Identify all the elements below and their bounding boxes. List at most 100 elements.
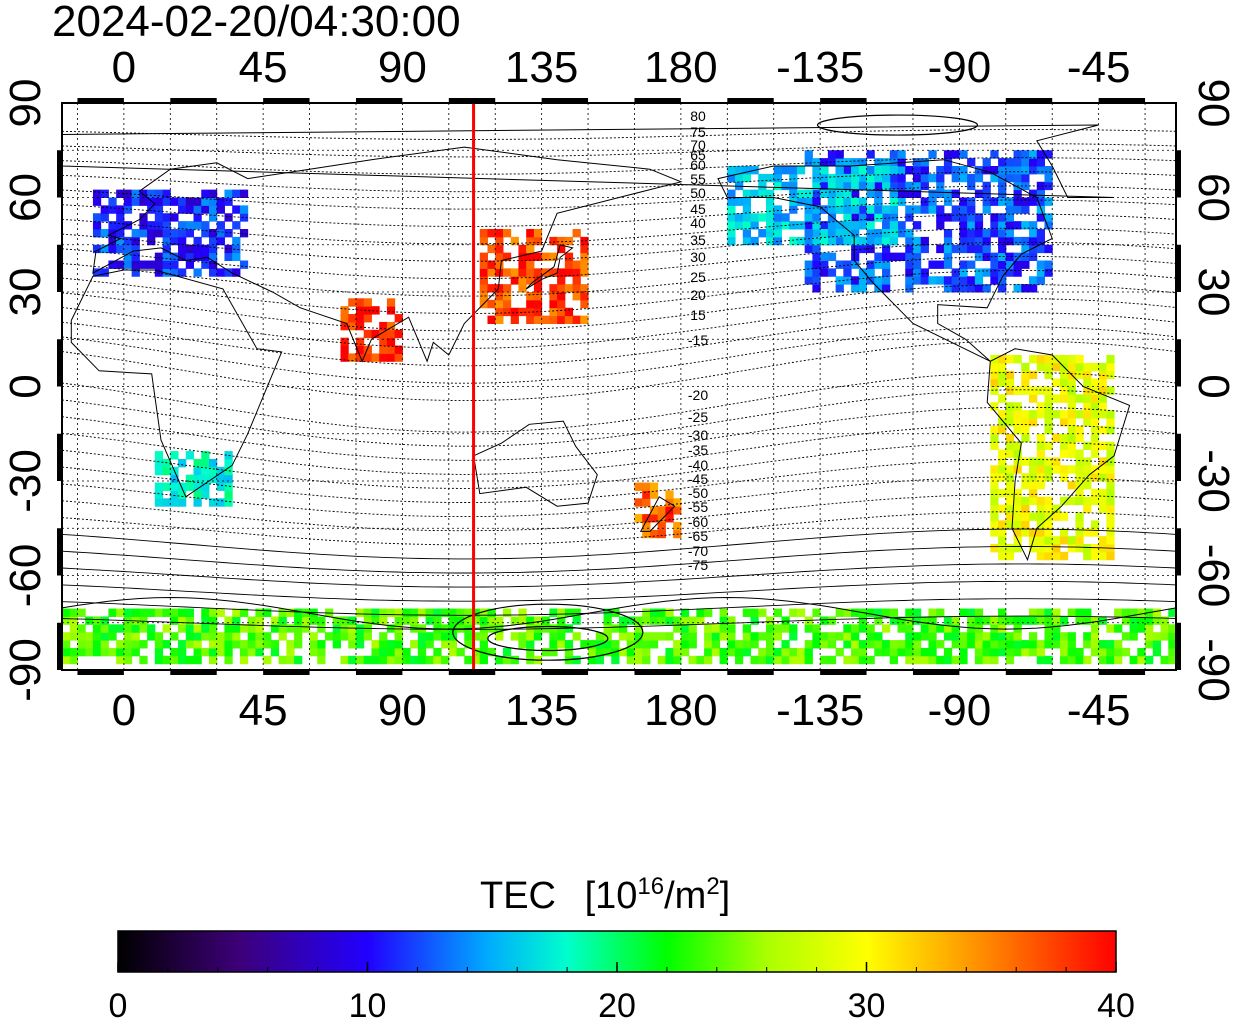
contour-label: 75 [690, 124, 706, 140]
tec-cell [920, 624, 929, 633]
tec-cell [866, 236, 875, 246]
tec-cell [812, 221, 821, 230]
tec-cell [193, 624, 202, 633]
tec-cell [781, 166, 790, 175]
tec-cell [1029, 608, 1038, 617]
tec-cell [998, 252, 1007, 261]
tec-cell [386, 329, 396, 339]
tec-cell [998, 608, 1007, 617]
tec-cell [495, 284, 504, 293]
tec-cell [1036, 386, 1045, 395]
tec-cell [974, 229, 984, 238]
tec-cell [1083, 640, 1092, 649]
tec-cell [193, 236, 202, 246]
tec-cell [108, 260, 117, 269]
tec-cell [178, 197, 187, 206]
tec-cell [201, 229, 210, 238]
tec-cell [982, 640, 991, 649]
tec-cell [410, 624, 419, 633]
tec-cell [750, 236, 759, 246]
tec-cell [162, 236, 171, 246]
tec-cell [309, 640, 318, 649]
tec-cell [649, 616, 659, 625]
tec-cell [1029, 355, 1038, 364]
tec-cell [990, 276, 999, 285]
tec-cell [1106, 640, 1115, 649]
tec-cell [912, 640, 922, 649]
tec-cell [990, 213, 999, 222]
tec-cell [564, 608, 574, 617]
tec-cell [417, 640, 427, 649]
tec-cell [69, 632, 78, 641]
tec-cell [812, 189, 821, 198]
tec-cell [1005, 551, 1015, 561]
tec-cell [936, 276, 945, 285]
tec-cell [208, 474, 218, 484]
tec-cell [487, 260, 496, 269]
tec-cell [665, 655, 674, 665]
tec-cell [247, 640, 256, 649]
tec-cell [317, 640, 326, 649]
tec-cell [1021, 260, 1030, 269]
tec-cell [1005, 655, 1015, 665]
tec-cell [1021, 370, 1030, 380]
tec-cell [851, 624, 860, 633]
frame-bar-top [1098, 98, 1146, 103]
frame-bar-right [1176, 244, 1181, 292]
tec-cell [912, 181, 922, 191]
tec-cell [363, 655, 372, 665]
contour-label: -50 [688, 485, 708, 501]
tec-cell [464, 632, 473, 641]
tec-cell [224, 197, 233, 206]
tec-cell [518, 640, 527, 649]
tec-cell [1067, 647, 1076, 657]
tec-cell [812, 284, 821, 293]
tec-cell [417, 632, 427, 641]
tec-cell [665, 647, 674, 657]
tec-cell [1013, 221, 1022, 230]
tec-cell [116, 640, 125, 649]
tec-cell [201, 482, 210, 491]
tec-cell [1090, 551, 1100, 561]
tec-cell [642, 529, 651, 539]
tec-cell [1090, 473, 1100, 482]
tec-cell [193, 221, 202, 230]
tec-cell [665, 514, 674, 523]
tec-cell [162, 655, 171, 665]
tec-cell [827, 229, 837, 238]
tec-cell [1021, 616, 1030, 625]
tec-cell [897, 197, 906, 206]
tec-cell [371, 306, 380, 315]
tec-cell [1106, 536, 1115, 545]
tec-cell [1005, 402, 1015, 411]
contour-line [62, 371, 1176, 433]
tec-cell [564, 284, 574, 293]
tec-cell [897, 189, 906, 198]
tec-cell [990, 370, 999, 380]
tec-cell [1129, 624, 1138, 633]
frame-bar-top [820, 98, 867, 103]
tec-cell [1052, 544, 1061, 553]
tec-cell [402, 655, 411, 665]
tec-cell [998, 418, 1007, 427]
tec-cell [77, 640, 86, 649]
tec-cell [874, 647, 883, 657]
tec-cell [1044, 632, 1053, 641]
tec-cell [1083, 457, 1092, 466]
tec-cell [1075, 370, 1084, 380]
tec-cell [1059, 551, 1069, 561]
tec-cell [62, 616, 71, 625]
tec-cell [1137, 655, 1146, 665]
tec-cell [1021, 150, 1030, 159]
tec-cell [1052, 504, 1061, 513]
tec-cell [882, 213, 891, 222]
tec-cell [557, 608, 566, 617]
tec-cell [170, 616, 179, 625]
tec-cell [294, 640, 303, 649]
tec-cell [820, 268, 829, 277]
tec-cell [185, 640, 195, 649]
tec-cell [1044, 221, 1053, 230]
tec-cell [572, 229, 581, 238]
tec-cell [580, 260, 589, 269]
tec-cell [1168, 655, 1176, 665]
